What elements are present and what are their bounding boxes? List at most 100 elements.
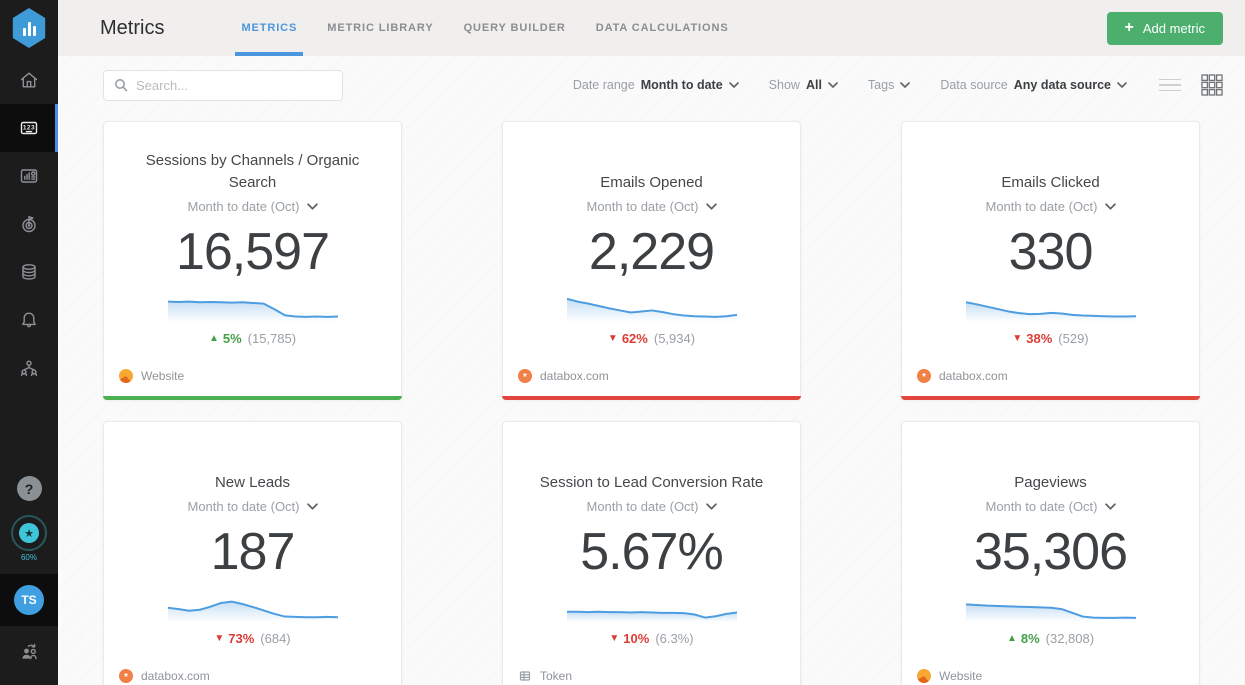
hubspot-icon <box>119 669 133 683</box>
svg-text:123: 123 <box>23 125 35 132</box>
question-icon: ? <box>24 480 34 497</box>
metric-card-new-leads[interactable]: New Leads Month to date (Oct) 187 ▼ 73% … <box>103 421 402 685</box>
chevron-down-icon <box>728 82 739 88</box>
sidebar-item-notifications[interactable] <box>0 296 58 344</box>
sidebar-item-metrics[interactable]: 123 <box>0 104 58 152</box>
metric-title: Pageviews <box>1014 473 1087 491</box>
switch-account-icon <box>22 643 37 660</box>
active-indicator <box>55 104 58 152</box>
metric-sparkline <box>964 588 1137 622</box>
metric-card-emails-opened[interactable]: Emails Opened Month to date (Oct) 2,229 … <box>502 121 801 400</box>
metric-value: 187 <box>210 523 296 581</box>
chevron-down-icon <box>900 82 911 88</box>
metric-value: 5.67% <box>580 523 723 581</box>
metric-title: Emails Opened <box>600 173 703 191</box>
card-accent-bar <box>901 396 1200 400</box>
tab-bar: METRICS METRIC LIBRARY QUERY BUILDER DAT… <box>226 0 743 56</box>
grid-view-icon[interactable] <box>1201 74 1223 96</box>
sidebar-item-data-sources[interactable] <box>0 248 58 296</box>
chevron-down-icon <box>1117 82 1127 88</box>
trend-previous-value: (529) <box>1058 331 1089 346</box>
trend-percent: 62% <box>621 331 648 346</box>
search-input[interactable] <box>136 77 332 93</box>
add-metric-button[interactable]: + Add metric <box>1106 11 1223 45</box>
token-icon <box>518 669 532 683</box>
dashboards-icon <box>20 169 38 183</box>
active-tab-underline <box>235 52 304 56</box>
metric-sparkline <box>964 288 1137 322</box>
tab-metrics[interactable]: METRICS <box>235 0 304 56</box>
metric-period-dropdown[interactable]: Month to date (Oct) <box>986 199 1116 214</box>
data-source-filter[interactable]: Data source Any data source <box>940 78 1127 92</box>
chevron-down-icon <box>306 203 318 210</box>
metric-value: 2,229 <box>588 223 715 281</box>
metric-card-sessions-organic-search[interactable]: Sessions by Channels / Organic Search Mo… <box>103 121 402 400</box>
search-box[interactable] <box>103 69 343 101</box>
website-icon <box>917 669 931 683</box>
show-filter[interactable]: Show All <box>769 78 838 92</box>
app-logo[interactable] <box>0 0 58 56</box>
switch-account-button[interactable] <box>17 626 41 685</box>
metric-source: databox.com <box>902 359 1199 393</box>
tags-filter[interactable]: Tags <box>868 78 911 92</box>
list-view-icon[interactable] <box>1159 78 1181 92</box>
progress-badge[interactable]: ★ 60% <box>11 515 47 562</box>
metric-card-grid: Sessions by Channels / Organic Search Mo… <box>58 114 1245 685</box>
metric-card-pageviews[interactable]: Pageviews Month to date (Oct) 35,306 ▲ 8… <box>901 421 1200 685</box>
metric-period-dropdown[interactable]: Month to date (Oct) <box>188 199 318 214</box>
metric-trend: ▲ 5% (15,785) <box>209 331 296 346</box>
metric-period-dropdown[interactable]: Month to date (Oct) <box>587 199 717 214</box>
metric-period-dropdown[interactable]: Month to date (Oct) <box>587 499 717 514</box>
chevron-down-icon <box>828 82 838 88</box>
trend-previous-value: (32,808) <box>1045 631 1095 646</box>
trend-down-icon: ▼ <box>214 633 225 644</box>
progress-percent: 60% <box>20 553 37 562</box>
sidebar-item-team[interactable] <box>0 344 58 392</box>
tab-metric-library[interactable]: METRIC LIBRARY <box>327 22 434 34</box>
chevron-down-icon <box>1104 503 1116 510</box>
metric-card-emails-clicked[interactable]: Emails Clicked Month to date (Oct) 330 ▼… <box>901 121 1200 400</box>
metric-value: 330 <box>1008 223 1094 281</box>
bell-icon <box>22 312 36 328</box>
metric-card-session-to-lead-conversion[interactable]: Session to Lead Conversion Rate Month to… <box>502 421 801 685</box>
search-icon <box>115 79 128 92</box>
sidebar-item-goals[interactable] <box>0 200 58 248</box>
metric-sparkline <box>565 288 738 322</box>
trend-previous-value: (684) <box>260 631 291 646</box>
metric-trend: ▼ 10% (6.3%) <box>609 631 693 646</box>
metric-source: databox.com <box>104 659 401 685</box>
card-accent-bar <box>502 396 801 400</box>
filter-bar: Date range Month to date Show All Tags D… <box>58 56 1245 114</box>
tab-data-calculations[interactable]: DATA CALCULATIONS <box>595 22 729 34</box>
date-range-filter[interactable]: Date range Month to date <box>573 78 739 92</box>
help-button[interactable]: ? <box>16 476 42 501</box>
team-icon <box>20 360 38 377</box>
trend-previous-value: (5,934) <box>653 331 696 346</box>
sidebar-bottom: ? ★ 60% TS <box>0 476 58 685</box>
metric-trend: ▼ 38% (529) <box>1012 331 1088 346</box>
metric-period-dropdown[interactable]: Month to date (Oct) <box>986 499 1116 514</box>
tab-query-builder[interactable]: QUERY BUILDER <box>463 22 566 34</box>
sidebar-item-home[interactable] <box>0 56 58 104</box>
metric-source: Token <box>503 659 800 685</box>
metric-sparkline <box>565 588 738 622</box>
website-icon <box>119 369 133 383</box>
trend-percent: 5% <box>222 331 242 346</box>
trend-percent: 8% <box>1020 631 1040 646</box>
databox-logo-icon <box>12 8 46 48</box>
chevron-down-icon <box>705 203 717 210</box>
trend-up-icon: ▲ <box>1006 633 1017 644</box>
sidebar-item-dashboards[interactable] <box>0 152 58 200</box>
metric-title: New Leads <box>214 473 291 491</box>
trend-down-icon: ▼ <box>1012 333 1023 344</box>
main-area: Metrics METRICS METRIC LIBRARY QUERY BUI… <box>58 0 1245 685</box>
user-menu[interactable]: TS <box>0 574 58 626</box>
card-accent-bar <box>103 396 402 400</box>
metric-period-dropdown[interactable]: Month to date (Oct) <box>188 499 318 514</box>
home-icon <box>20 72 38 88</box>
sidebar: 123 <box>0 0 58 685</box>
metric-value: 35,306 <box>973 523 1128 581</box>
view-toggle <box>1159 74 1223 96</box>
metric-trend: ▼ 73% (684) <box>214 631 290 646</box>
trend-up-icon: ▲ <box>208 333 219 344</box>
